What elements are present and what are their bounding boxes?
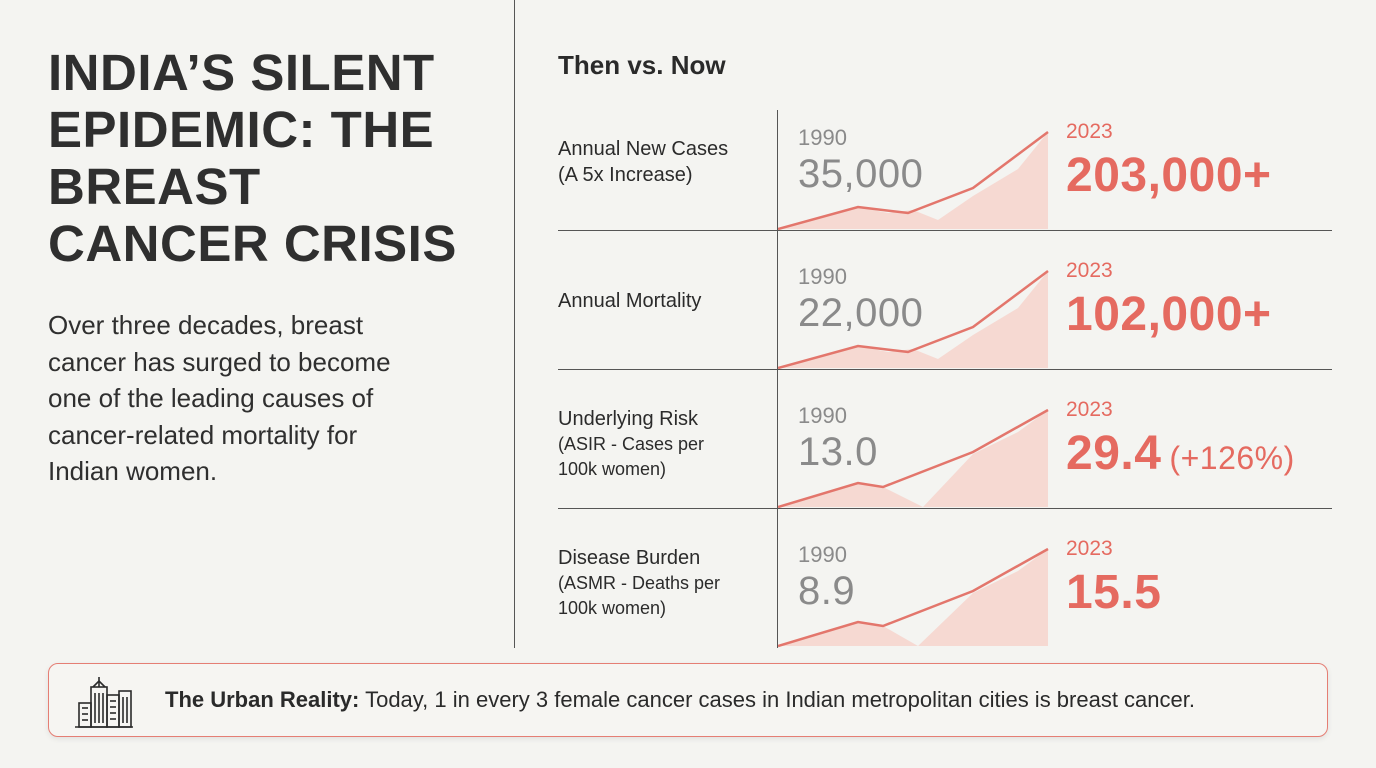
then-year: 1990 xyxy=(798,403,847,428)
intro-line: Over three decades, breast xyxy=(48,310,364,340)
metric-row-disease-burden: Disease Burden (ASMR - Deaths per 100k w… xyxy=(558,509,1332,648)
row-divider xyxy=(558,230,1332,231)
sparkline xyxy=(778,130,1049,231)
vertical-divider xyxy=(514,0,515,648)
now-year: 2023 xyxy=(1066,398,1113,421)
metric-row-new-cases: Annual New Cases (A 5x Increase) 1990 35… xyxy=(558,92,1332,231)
then-year: 1990 xyxy=(798,542,847,567)
now-year: 2023 xyxy=(1066,259,1113,282)
now-year: 2023 xyxy=(1066,537,1113,560)
metric-label-sub: (ASMR - Deaths per xyxy=(558,573,721,593)
metric-label-main: Annual Mortality xyxy=(558,290,702,312)
metric-label: Disease Burden (ASMR - Deaths per 100k w… xyxy=(558,545,720,621)
metric-row-mortality: Annual Mortality 1990 22,000 2023 102,00… xyxy=(558,231,1332,370)
then-value: 35,000 xyxy=(798,152,924,196)
metric-row-underlying-risk: Underlying Risk (ASIR - Cases per 100k w… xyxy=(558,370,1332,509)
intro-paragraph: Over three decades, breast cancer has su… xyxy=(48,307,488,490)
left-panel: INDIA’S SILENT EPIDEMIC: THE BREAST CANC… xyxy=(48,44,488,490)
now-value-number: 203,000+ xyxy=(1066,149,1272,202)
metric-label: Annual Mortality xyxy=(558,288,701,314)
now-year: 2023 xyxy=(1066,120,1113,143)
now-value-number: 29.4 xyxy=(1066,427,1162,480)
metric-label-main: Annual New Cases xyxy=(558,138,729,160)
metrics-table: Annual New Cases (A 5x Increase) 1990 35… xyxy=(558,92,1332,648)
graph-axis xyxy=(777,110,778,231)
title-line: EPIDEMIC: THE xyxy=(48,101,435,158)
now-delta: (+126%) xyxy=(1169,440,1295,476)
title-line: INDIA’S SILENT xyxy=(48,44,435,101)
now-value-number: 102,000+ xyxy=(1066,288,1272,341)
urban-reality-text: The Urban Reality: Today, 1 in every 3 f… xyxy=(165,687,1195,713)
sparkline xyxy=(778,269,1049,370)
row-divider xyxy=(558,508,1332,509)
chart-title: Then vs. Now xyxy=(558,50,726,80)
graph-axis xyxy=(777,370,778,509)
page-title: INDIA’S SILENT EPIDEMIC: THE BREAST CANC… xyxy=(48,44,488,272)
graph-axis xyxy=(777,509,778,648)
intro-line: one of the leading causes of xyxy=(48,383,374,413)
now-value: 203,000+ xyxy=(1066,148,1272,203)
then-value: 13.0 xyxy=(798,430,878,474)
intro-line: cancer-related mortality for xyxy=(48,419,358,450)
metric-label-sub: 100k women) xyxy=(558,598,667,618)
metric-label: Underlying Risk (ASIR - Cases per 100k w… xyxy=(558,406,704,482)
now-value: 29.4 (+126%) xyxy=(1066,426,1295,481)
metric-label-main: Underlying Risk xyxy=(558,408,699,430)
metric-label-sub: (A 5x Increase) xyxy=(558,164,693,186)
metric-label-main: Disease Burden xyxy=(558,547,701,569)
metric-label: Annual New Cases (A 5x Increase) xyxy=(558,136,728,188)
now-value: 102,000+ xyxy=(1066,287,1272,342)
metric-label-sub: (ASIR - Cases per xyxy=(558,434,705,454)
sparkline xyxy=(778,547,1049,648)
urban-reality-callout: The Urban Reality: Today, 1 in every 3 f… xyxy=(48,663,1328,737)
urban-reality-body: Today, 1 in every 3 female cancer cases … xyxy=(359,687,1195,712)
then-value: 22,000 xyxy=(798,291,924,335)
then-year: 1990 xyxy=(798,264,847,289)
intro-line: cancer has surged to become xyxy=(48,346,391,377)
graph-axis xyxy=(777,231,778,370)
city-buildings-icon xyxy=(75,677,133,728)
row-divider xyxy=(558,369,1332,370)
now-value-number: 15.5 xyxy=(1066,566,1162,619)
urban-reality-heading: The Urban Reality: xyxy=(165,687,360,712)
title-line: BREAST xyxy=(48,158,261,215)
now-value: 15.5 xyxy=(1066,565,1161,620)
then-value: 8.9 xyxy=(798,569,856,613)
metric-label-sub: 100k women) xyxy=(558,459,667,479)
intro-line: Indian women. xyxy=(48,456,218,486)
then-year: 1990 xyxy=(798,125,847,150)
sparkline xyxy=(778,408,1049,509)
title-line: CANCER CRISIS xyxy=(48,215,457,272)
